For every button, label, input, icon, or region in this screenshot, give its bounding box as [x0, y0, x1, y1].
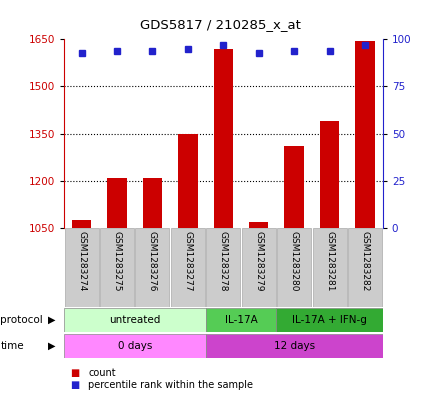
Text: percentile rank within the sample: percentile rank within the sample [88, 380, 253, 390]
Bar [143, 178, 162, 228]
Bar [107, 178, 127, 228]
Bar [276, 308, 383, 332]
Text: GSM1283274: GSM1283274 [77, 231, 86, 292]
Text: GSM1283278: GSM1283278 [219, 231, 228, 292]
Bar [64, 334, 205, 358]
Bar [213, 49, 233, 228]
Bar [242, 228, 276, 307]
Bar [100, 228, 134, 307]
Bar [64, 308, 205, 332]
Text: GSM1283279: GSM1283279 [254, 231, 263, 292]
Text: GSM1283280: GSM1283280 [290, 231, 299, 292]
Text: 0 days: 0 days [117, 341, 152, 351]
Bar [320, 121, 339, 228]
Text: IL-17A + IFN-g: IL-17A + IFN-g [292, 315, 367, 325]
Bar [206, 228, 240, 307]
Text: GSM1283282: GSM1283282 [360, 231, 370, 292]
Bar [348, 228, 382, 307]
Bar [249, 222, 268, 228]
Bar [284, 146, 304, 228]
Bar [205, 334, 383, 358]
Text: ■: ■ [70, 380, 80, 390]
Bar [205, 308, 276, 332]
Bar [356, 41, 375, 228]
Bar [312, 228, 347, 307]
Text: ■: ■ [70, 367, 80, 378]
Bar [65, 228, 99, 307]
Bar [136, 228, 169, 307]
Text: 12 days: 12 days [274, 341, 315, 351]
Bar [178, 134, 198, 228]
Text: GDS5817 / 210285_x_at: GDS5817 / 210285_x_at [139, 18, 301, 31]
Text: GSM1283276: GSM1283276 [148, 231, 157, 292]
Text: ▶: ▶ [48, 341, 56, 351]
Text: untreated: untreated [109, 315, 160, 325]
Text: GSM1283281: GSM1283281 [325, 231, 334, 292]
Text: ▶: ▶ [48, 315, 56, 325]
Text: IL-17A: IL-17A [225, 315, 257, 325]
Text: GSM1283277: GSM1283277 [183, 231, 192, 292]
Text: protocol: protocol [0, 315, 43, 325]
Bar [171, 228, 205, 307]
Bar [72, 220, 91, 228]
Text: time: time [0, 341, 24, 351]
Text: count: count [88, 367, 116, 378]
Bar [277, 228, 311, 307]
Text: GSM1283275: GSM1283275 [113, 231, 121, 292]
